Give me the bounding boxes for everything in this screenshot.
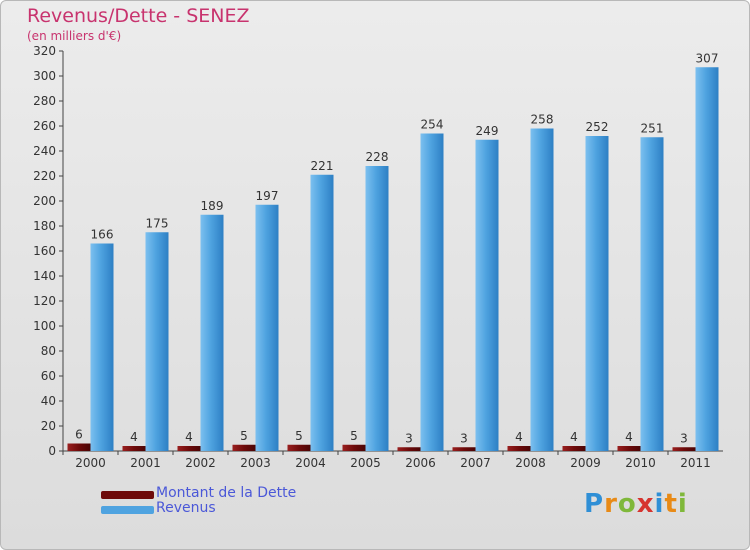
x-tick-label: 2008 <box>515 456 546 470</box>
data-label-debt-2000: 6 <box>75 428 83 442</box>
bars <box>67 67 719 451</box>
bar-revenue-2010 <box>640 137 664 451</box>
data-label-debt-2009: 4 <box>570 430 578 444</box>
bar-debt-2004 <box>287 444 311 451</box>
data-label-debt-2003: 5 <box>240 429 248 443</box>
data-label-revenue-2002: 189 <box>201 199 224 213</box>
data-label-debt-2005: 5 <box>350 429 358 443</box>
x-tick-label: 2010 <box>625 456 656 470</box>
bar-debt-2010 <box>617 446 641 451</box>
y-tick-label: 240 <box>33 144 56 158</box>
y-tick-label: 200 <box>33 194 56 208</box>
y-tick-label: 140 <box>33 269 56 283</box>
data-label-revenue-2009: 252 <box>586 120 609 134</box>
y-tick-label: 320 <box>33 44 56 58</box>
y-tick-label: 80 <box>41 344 56 358</box>
y-tick-label: 280 <box>33 94 56 108</box>
y-tick-label: 220 <box>33 169 56 183</box>
data-labels: 6 166 4 175 4 189 5 197 5 221 5 228 3 254 3 249 4 258 4 252… <box>75 51 718 445</box>
x-tick-label: 2007 <box>460 456 491 470</box>
bar-revenue-2003 <box>255 204 279 451</box>
x-tick-label: 2002 <box>185 456 216 470</box>
bar-debt-2005 <box>342 444 366 451</box>
bar-debt-2008 <box>507 446 531 451</box>
bar-debt-2011 <box>672 447 696 451</box>
data-label-revenue-2011: 307 <box>696 51 719 65</box>
bar-debt-2007 <box>452 447 476 451</box>
y-tick-label: 260 <box>33 119 56 133</box>
legend-swatch-revenue <box>101 506 154 514</box>
data-label-debt-2004: 5 <box>295 429 303 443</box>
x-tick-label: 2005 <box>350 456 381 470</box>
bar-debt-2002 <box>177 446 201 451</box>
y-tick-label: 160 <box>33 244 56 258</box>
data-label-debt-2002: 4 <box>185 430 193 444</box>
data-label-revenue-2005: 228 <box>366 150 389 164</box>
bar-revenue-2001 <box>145 232 169 451</box>
legend-swatch-debt <box>101 491 154 499</box>
legend-label-revenue: Revenus <box>156 500 216 516</box>
y-tick-label: 60 <box>41 369 56 383</box>
bar-revenue-2006 <box>420 133 444 451</box>
x-tick-label: 2003 <box>240 456 271 470</box>
bar-debt-2006 <box>397 447 421 451</box>
bar-revenue-2002 <box>200 214 224 451</box>
chart-subtitle: (en milliers d'€) <box>27 29 122 43</box>
y-tick-label: 120 <box>33 294 56 308</box>
y-tick-label: 100 <box>33 319 56 333</box>
bar-debt-2003 <box>232 444 256 451</box>
x-tick-label: 2001 <box>130 456 161 470</box>
data-label-revenue-2003: 197 <box>256 189 279 203</box>
legend-label-debt: Montant de la Dette <box>156 485 297 501</box>
proxiti-logo: Proxiti <box>584 489 688 519</box>
chart-title: Revenus/Dette - SENEZ <box>27 5 250 27</box>
bar-debt-2009 <box>562 446 586 451</box>
x-tick-label: 2006 <box>405 456 436 470</box>
data-label-revenue-2000: 166 <box>91 228 114 242</box>
x-tick-label: 2009 <box>570 456 601 470</box>
y-tick-label: 300 <box>33 69 56 83</box>
data-label-revenue-2001: 175 <box>146 216 169 230</box>
data-label-debt-2008: 4 <box>515 430 523 444</box>
data-label-debt-2001: 4 <box>130 430 138 444</box>
bar-debt-2000 <box>67 443 91 451</box>
x-tick-label: 2000 <box>75 456 106 470</box>
bar-revenue-2007 <box>475 139 499 451</box>
data-label-debt-2011: 3 <box>680 431 688 445</box>
data-label-debt-2007: 3 <box>460 431 468 445</box>
data-label-revenue-2008: 258 <box>531 113 554 127</box>
bar-revenue-2011 <box>695 67 719 451</box>
bar-revenue-2005 <box>365 166 389 451</box>
bar-revenue-2004 <box>310 174 334 451</box>
data-label-debt-2006: 3 <box>405 431 413 445</box>
bar-debt-2001 <box>122 446 146 451</box>
data-label-revenue-2004: 221 <box>311 159 334 173</box>
bar-revenue-2009 <box>585 136 609 451</box>
x-tick-label: 2011 <box>680 456 711 470</box>
y-tick-label: 20 <box>41 419 56 433</box>
data-label-revenue-2006: 254 <box>421 118 444 132</box>
bar-revenue-2000 <box>90 243 114 451</box>
axes: 0 20 40 60 80 100 120 140 160 180 200 220 240 260 280 3… <box>33 44 723 470</box>
x-tick-label: 2004 <box>295 456 326 470</box>
y-tick-label: 180 <box>33 219 56 233</box>
data-label-revenue-2007: 249 <box>476 124 499 138</box>
data-label-debt-2010: 4 <box>625 430 633 444</box>
y-tick-label: 40 <box>41 394 56 408</box>
data-label-revenue-2010: 251 <box>641 121 664 135</box>
bar-revenue-2008 <box>530 128 554 451</box>
y-tick-label: 0 <box>48 444 56 458</box>
